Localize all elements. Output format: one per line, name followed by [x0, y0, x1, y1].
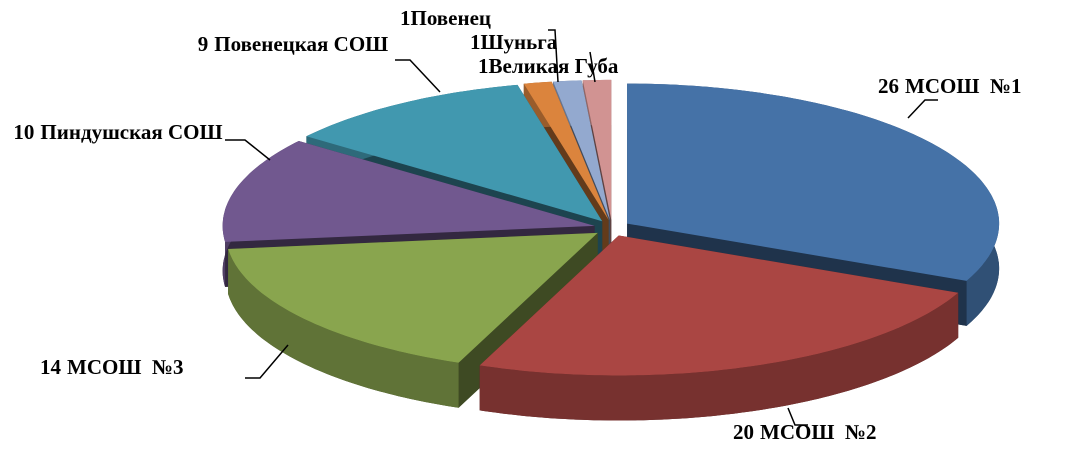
value: 20 — [733, 420, 754, 444]
slice-label: 20 МСОШ №2 — [733, 420, 953, 444]
leader-line — [225, 139, 271, 161]
category: Великая Губа — [488, 54, 619, 78]
leader-line — [395, 59, 441, 93]
leader-line — [548, 29, 559, 83]
category: МСОШ №1 — [905, 74, 1022, 98]
slice — [306, 84, 603, 222]
slices — [222, 79, 1000, 421]
category: Повенецкая СОШ — [214, 32, 389, 56]
category: Повенец — [410, 6, 492, 30]
slice — [523, 81, 609, 220]
slice-side — [228, 249, 459, 408]
slice-label: 26 МСОШ №1 — [878, 74, 1078, 98]
slice — [228, 232, 598, 363]
category: Пиндушская СОШ — [40, 120, 223, 144]
slice — [582, 79, 612, 220]
slice — [553, 80, 610, 221]
slice — [479, 235, 959, 376]
slice-label: 1Великая Губа — [478, 54, 718, 78]
leader-line — [787, 407, 808, 426]
leader-line — [589, 51, 596, 83]
category: МСОШ №3 — [67, 355, 184, 379]
slice-label: 1Повенец — [400, 6, 600, 30]
category: Шуньга — [480, 30, 558, 54]
slice-label: 1Шуньга — [470, 30, 670, 54]
leader-line — [245, 344, 289, 379]
slice-side — [479, 292, 959, 421]
slice-label: 10 Пиндушская СОШ — [8, 120, 228, 144]
value: 9 — [197, 32, 209, 56]
value: 1 — [470, 30, 481, 54]
value: 10 — [13, 120, 35, 144]
slice — [222, 141, 595, 242]
value: 26 — [878, 74, 899, 98]
leader-line — [907, 99, 938, 119]
slice-label: 14 МСОШ №3 — [40, 355, 260, 379]
value: 1 — [478, 54, 489, 78]
value: 14 — [40, 355, 61, 379]
category: МСОШ №2 — [760, 420, 877, 444]
value: 1 — [400, 6, 411, 30]
slice-label: 9 Повенецкая СОШ — [188, 32, 398, 56]
slice — [627, 83, 1000, 281]
